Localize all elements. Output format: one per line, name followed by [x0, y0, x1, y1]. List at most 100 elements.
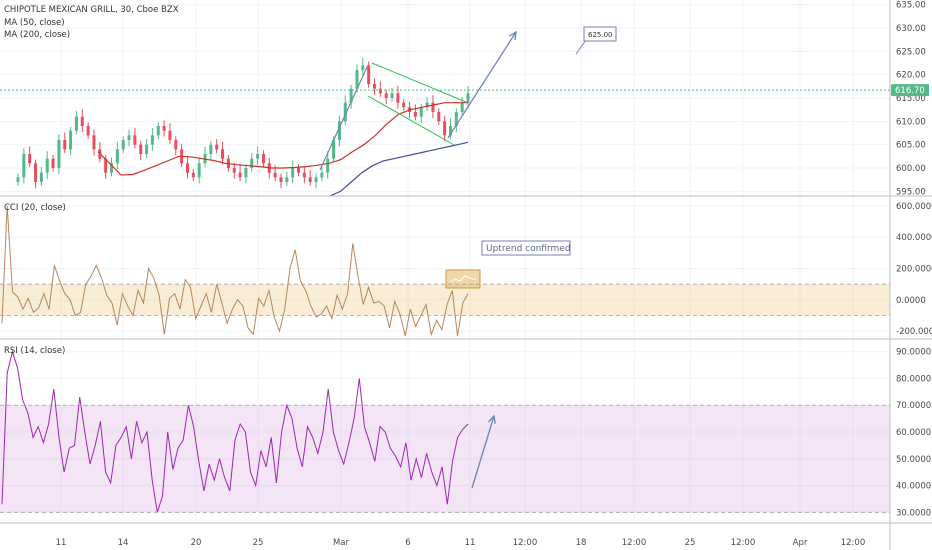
candle-body — [215, 144, 219, 150]
chart-title: CHIPOTLE MEXICAN GRILL, 30, Cboe BZX — [4, 5, 179, 15]
cci-tick-label: 0.0000 — [896, 296, 926, 306]
candle-body — [291, 168, 295, 178]
candle-body — [425, 102, 429, 108]
candle-body — [51, 158, 55, 168]
price-tick-label: 615.00 — [896, 94, 926, 104]
candle-body — [443, 121, 447, 136]
candle-body — [390, 93, 394, 98]
price-tick-label: 610.00 — [896, 117, 926, 127]
candle-body — [320, 172, 324, 178]
candle-body — [279, 177, 283, 182]
rsi-tick-label: 60.0000 — [896, 428, 931, 438]
candle-body — [454, 112, 458, 126]
candle-body — [63, 140, 67, 150]
uptrend-annotation: Uptrend confirmed — [486, 244, 571, 254]
price-candles — [16, 57, 470, 189]
cci-tick-label: 400.0000 — [896, 233, 932, 243]
candle-body — [273, 172, 277, 178]
candle-body — [419, 107, 423, 117]
ma50-line — [97, 102, 468, 176]
trend-drawings[interactable] — [319, 30, 587, 489]
candle-body — [145, 144, 149, 154]
price-tick-label: 635.00 — [896, 1, 926, 11]
candle-body — [115, 149, 119, 164]
price-note-box — [583, 26, 617, 42]
candle-body — [297, 168, 301, 173]
cci-tick-label: 200.0000 — [896, 265, 932, 275]
candle-body — [413, 112, 417, 117]
candle-body — [156, 126, 160, 136]
cci-tick-label: 600.0000 — [896, 202, 932, 212]
candle-body — [69, 130, 73, 150]
candle-body — [349, 88, 353, 103]
ma200-legend: MA (200, close) — [4, 30, 70, 40]
candle-body — [378, 88, 382, 94]
candle-body — [110, 163, 114, 173]
candle-body — [431, 102, 435, 112]
x-tick-label: 12:00 — [841, 538, 866, 548]
x-tick-label: 11 — [56, 538, 67, 548]
candle-body — [168, 130, 172, 140]
candle-body — [244, 168, 248, 178]
candle-body — [28, 154, 32, 164]
candle-body — [197, 163, 201, 178]
rsi-tick-label: 80.0000 — [896, 374, 931, 384]
y-axis-labels: 635.00 630.00 625.00 620.00 615.00 610.00 605.… — [896, 1, 932, 519]
x-tick-label: 12:00 — [622, 538, 647, 548]
ma50-legend: MA (50, close) — [4, 18, 65, 28]
x-tick-label: 20 — [191, 538, 202, 548]
rsi-legend: RSI (14, close) — [4, 346, 65, 356]
rsi-tick-label: 90.0000 — [896, 348, 931, 358]
candle-body — [80, 116, 84, 126]
candle-body — [127, 135, 131, 140]
cci-legend: CCI (20, close) — [4, 203, 66, 213]
cci-tick-label: -200.0000 — [896, 327, 932, 337]
candle-body — [74, 116, 78, 131]
rsi-projection-arrow-head — [488, 414, 496, 425]
candle-body — [57, 140, 61, 168]
candle-body — [343, 102, 347, 122]
candle-body — [92, 135, 96, 150]
candle-body — [139, 144, 143, 154]
x-tick-label: 12:00 — [513, 538, 538, 548]
price-tick-label: 605.00 — [896, 141, 926, 151]
candle-body — [39, 172, 43, 182]
candle-body — [384, 93, 388, 98]
x-tick-label: Mar — [333, 538, 350, 548]
candle-body — [238, 172, 242, 178]
candle-body — [22, 154, 26, 178]
price-note: 625.00 — [588, 31, 613, 39]
candle-body — [314, 177, 318, 182]
candle-body — [361, 65, 365, 70]
rsi-band — [0, 405, 890, 513]
candle-body — [372, 84, 376, 89]
candle-body — [250, 158, 254, 168]
channel-lower — [367, 95, 457, 147]
x-tick-label: Apr — [793, 538, 808, 548]
candle-body — [221, 149, 225, 159]
candle-body — [332, 140, 336, 159]
uptrend-box — [481, 240, 571, 256]
candle-body — [337, 121, 341, 140]
x-tick-label: 18 — [576, 538, 587, 548]
cci-band — [0, 284, 890, 316]
candle-body — [466, 93, 470, 103]
rsi-projection-arrow — [471, 415, 495, 489]
last-price-value: 616.70 — [895, 86, 925, 96]
candle-body — [209, 144, 213, 154]
candle-body — [460, 102, 464, 112]
price-projection-arrow — [447, 31, 517, 139]
x-tick-label: 12:00 — [731, 538, 756, 548]
price-tick-label: 595.00 — [896, 187, 926, 197]
ma200-line — [329, 141, 469, 197]
cci-highlight-glyph — [449, 275, 477, 283]
x-tick-label: 25 — [685, 538, 696, 548]
rsi-tick-label: 70.0000 — [896, 401, 931, 411]
candle-body — [16, 177, 20, 182]
candle-body — [367, 65, 371, 84]
cci-highlight-box — [445, 269, 481, 289]
candle-body — [396, 93, 400, 103]
candle-body — [45, 158, 49, 173]
